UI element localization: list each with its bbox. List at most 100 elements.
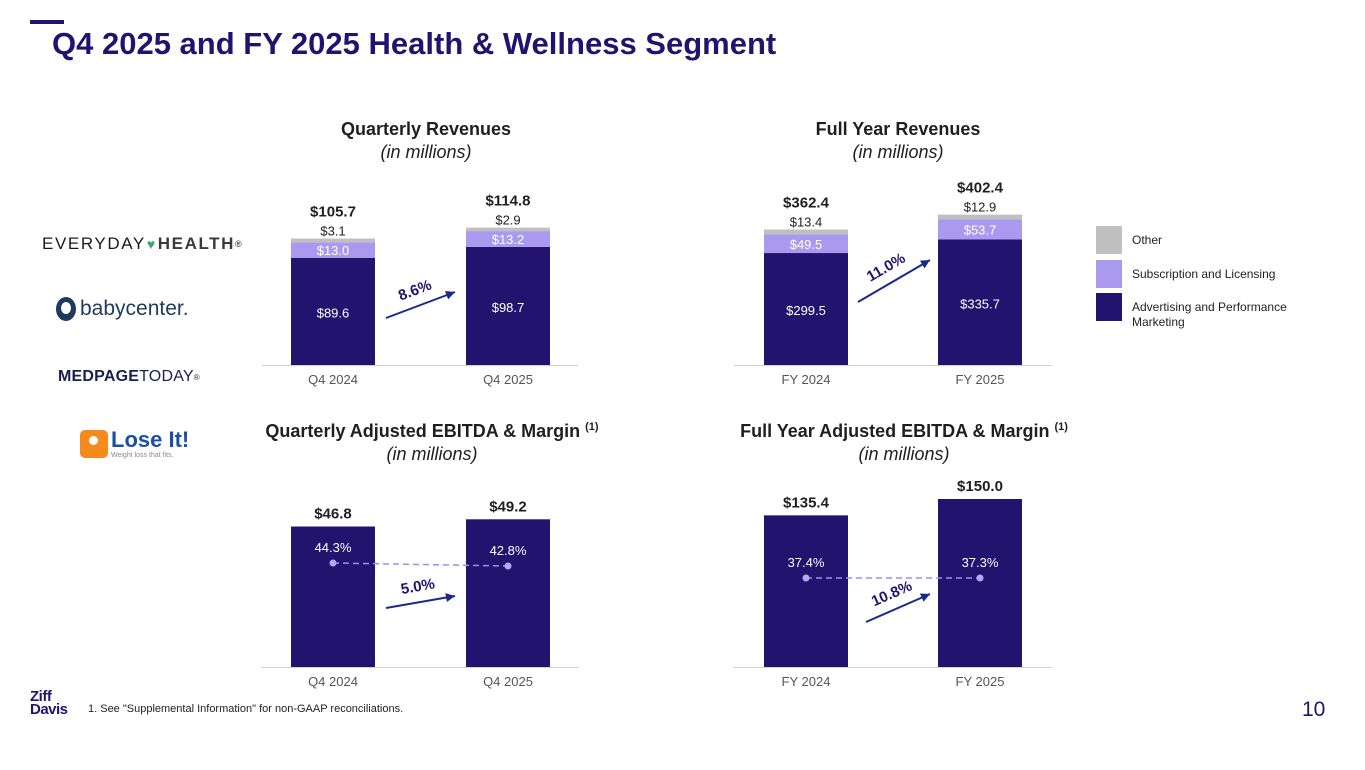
margin-label: 44.3% (315, 540, 352, 555)
bar-segment (938, 219, 1022, 240)
margin-point (976, 574, 984, 582)
logo-text: TODAY (139, 368, 194, 385)
margin-label: 37.3% (962, 555, 999, 570)
total-label: $46.8 (314, 506, 352, 523)
page-number: 10 (1302, 698, 1326, 721)
margin-label: 37.4% (788, 555, 825, 570)
everyday-health-logo: EVERYDAY ♥ HEALTH ® (42, 234, 243, 254)
total-label: $150.0 (957, 478, 1003, 495)
chart-title-sub: (in millions) (380, 142, 472, 162)
data-label: $335.7 (960, 296, 1000, 311)
registered-mark: ® (235, 239, 244, 249)
bar (764, 515, 848, 667)
quarterly-revenues-title: Quarterly Revenues (in millions) (216, 118, 636, 164)
logo-text: EVERYDAY (42, 234, 146, 253)
growth-arrow-line (865, 593, 931, 623)
footnote-marker: (1) (1054, 421, 1068, 433)
x-tick-label: FY 2024 (782, 674, 831, 689)
babycenter-logo: babycenter. (56, 297, 189, 321)
bar (466, 519, 550, 667)
x-tick-label: Q4 2025 (483, 674, 533, 689)
legend-swatch (1096, 226, 1122, 254)
bar-segment (764, 234, 848, 254)
growth-arrow-line (857, 259, 931, 303)
chart-title-main: Quarterly Adjusted EBITDA & Margin (265, 421, 586, 441)
total-label: $105.7 (310, 204, 356, 221)
x-tick-label: Q4 2024 (308, 674, 358, 689)
growth-arrow-head (919, 593, 930, 602)
legend-swatch (1096, 293, 1122, 321)
chart-title-main: Quarterly Revenues (340, 119, 512, 139)
margin-point (504, 562, 512, 570)
x-tick-label: Q4 2024 (308, 372, 358, 387)
bar-segment (764, 229, 848, 235)
margin-label: 42.8% (490, 543, 527, 558)
x-tick-label: FY 2024 (782, 372, 831, 387)
data-label: $2.9 (495, 213, 520, 228)
logo-text: Ziff (30, 688, 52, 705)
footnote-marker: (1) (585, 421, 599, 433)
lose-it-logo: Lose It! Weight loss that fits. (80, 428, 189, 460)
logo-text: babycenter. (80, 297, 189, 320)
footnote: 1. See "Supplemental Information" for no… (88, 703, 404, 715)
data-label: $13.4 (790, 215, 823, 230)
bar (291, 526, 375, 667)
heart-icon: ♥ (146, 236, 157, 252)
logo-text: Davis (30, 701, 68, 718)
chart-title-sub: (in millions) (852, 142, 944, 162)
growth-arrow-head (919, 260, 930, 269)
x-tick-label: FY 2025 (956, 372, 1005, 387)
bar-segment (938, 239, 1022, 365)
registered-mark: ® (193, 372, 200, 382)
growth-arrow-line (385, 291, 456, 319)
data-label: $3.1 (320, 224, 345, 239)
total-label: $362.4 (783, 195, 830, 212)
legend-label: Other (1132, 233, 1163, 247)
medpage-today-logo: MEDPAGE TODAY ® (58, 368, 200, 386)
logo-text: HEALTH (157, 234, 236, 253)
legend-item-advertising: Advertising and Performance Marketing (1096, 293, 1312, 330)
data-label: $13.0 (317, 243, 350, 258)
logo-text: MEDPAGE (58, 368, 140, 385)
full-year-ebitda-title: Full Year Adjusted EBITDA & Margin (1) (… (694, 416, 1114, 466)
data-label: $89.6 (317, 305, 350, 320)
chart-title-main: Full Year Revenues (815, 119, 981, 139)
bar-segment (938, 214, 1022, 220)
margin-point (802, 574, 810, 582)
title-accent-bar (30, 20, 64, 24)
data-label: $299.5 (786, 303, 826, 318)
growth-arrow-head (444, 290, 455, 300)
data-label: $49.5 (790, 237, 823, 252)
legend-item-subscription: Subscription and Licensing (1096, 260, 1312, 288)
growth-growth-label: 8.6% (396, 277, 434, 305)
margin-point (329, 559, 337, 567)
ziff-davis-logo: Ziff Davis (30, 688, 68, 718)
bar-segment (291, 257, 375, 365)
growth-growth-label: 5.0% (400, 575, 437, 598)
growth-arrow-head (445, 593, 455, 602)
quarterly-ebitda-title: Quarterly Adjusted EBITDA & Margin (1) (… (222, 416, 642, 466)
chart-title-sub: (in millions) (858, 444, 950, 464)
data-label: $98.7 (492, 300, 525, 315)
legend-swatch (1096, 260, 1122, 288)
bar-segment (466, 231, 550, 247)
x-tick-label: Q4 2025 (483, 372, 533, 387)
bar (938, 499, 1022, 667)
data-label: $13.2 (492, 232, 525, 247)
growth-arrow-line (385, 595, 456, 609)
logo-tagline: Weight loss that fits. (111, 452, 174, 459)
sprout-icon (56, 297, 76, 321)
scale-icon (80, 430, 108, 458)
legend-label: Subscription and Licensing (1132, 267, 1276, 281)
logo-text: Lose It! (111, 427, 190, 452)
total-label: $135.4 (783, 494, 830, 511)
margin-trend-line (332, 562, 509, 567)
x-tick-label: FY 2025 (956, 674, 1005, 689)
data-label: $53.7 (964, 222, 997, 237)
page-title: Q4 2025 and FY 2025 Health & Wellness Se… (52, 26, 777, 61)
total-label: $49.2 (489, 498, 527, 515)
total-label: $114.8 (485, 193, 530, 210)
bar-segment (466, 246, 550, 365)
data-label: $12.9 (964, 200, 997, 215)
growth-growth-label: 10.8% (869, 577, 915, 610)
